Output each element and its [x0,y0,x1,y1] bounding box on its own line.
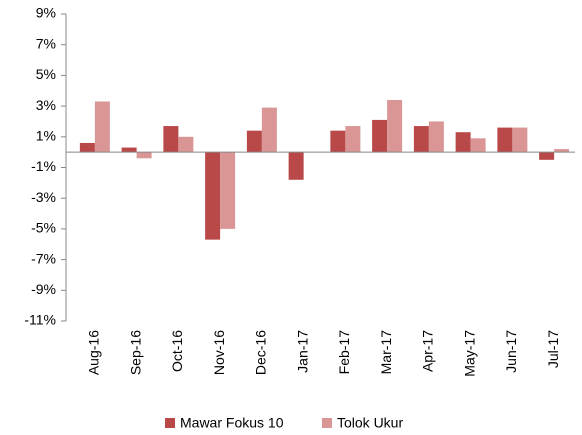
y-tick-label: -1% [31,158,56,174]
y-tick-label: -11% [24,312,56,328]
x-tick-label: Jul-17 [545,330,561,368]
bar [539,152,555,160]
y-tick-label: 5% [36,66,56,82]
x-tick-label: Jan-17 [294,330,310,373]
bar [413,126,429,153]
bar [470,138,486,153]
legend-label: Tolok Ukur [337,415,403,431]
y-tick-label: -3% [31,189,56,205]
y-tick-label: -9% [31,281,56,297]
x-tick-label: Apr-17 [420,330,436,372]
bar [372,119,388,153]
y-tick-label: 1% [36,128,56,144]
bar [387,99,403,153]
bar [497,127,513,153]
bar [428,121,444,153]
bar [79,142,95,153]
bar [220,152,236,229]
bar [512,127,528,153]
legend-swatch [322,418,332,428]
x-tick-label: Feb-17 [336,330,352,375]
bar [246,130,262,153]
bar [178,136,194,153]
x-tick-label: Oct-16 [169,330,185,372]
x-tick-label: Aug-16 [86,330,102,375]
bar [330,130,346,153]
bar [94,101,110,153]
legend-label: Mawar Fokus 10 [180,415,284,431]
x-tick-label: Nov-16 [211,330,227,375]
x-tick-label: May-17 [461,330,477,377]
y-tick-label: 7% [36,35,56,51]
bar [455,132,471,153]
legend-swatch [165,418,175,428]
bar [121,147,137,153]
bar [163,126,179,153]
y-tick-label: -7% [31,250,56,266]
x-tick-label: Sep-16 [127,330,143,375]
bar [136,152,152,159]
bar [554,149,570,153]
bar [205,152,221,240]
x-tick-label: Dec-16 [253,330,269,375]
y-tick-label: 3% [36,97,56,113]
bar [288,152,304,180]
x-tick-label: Jun-17 [503,330,519,373]
bar [345,126,361,153]
y-tick-label: 9% [36,5,56,21]
x-tick-label: Mar-17 [378,330,394,375]
bar [261,107,277,153]
y-tick-label: -5% [31,220,56,236]
